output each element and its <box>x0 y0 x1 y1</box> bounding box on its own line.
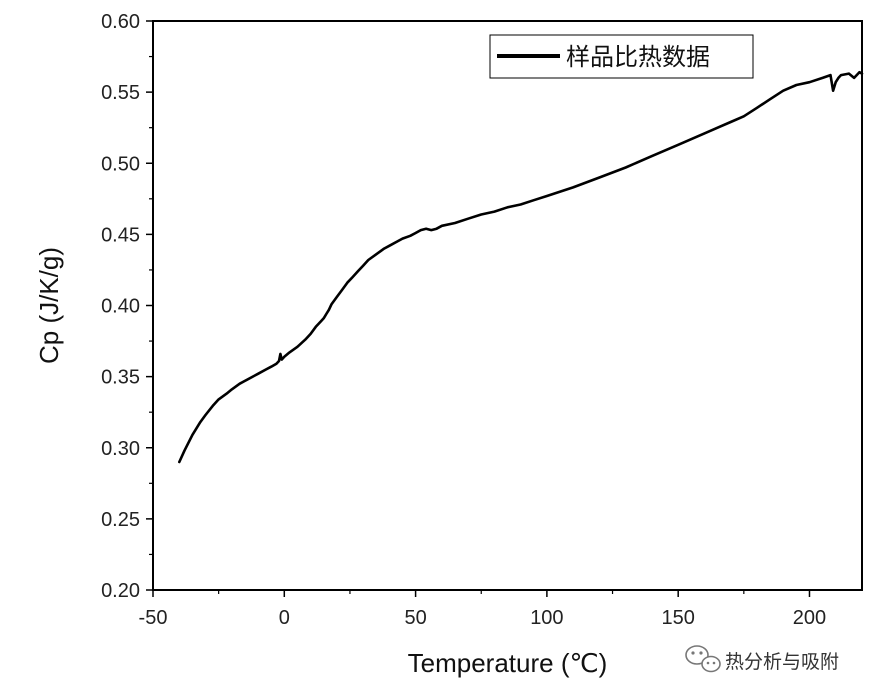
watermark: 热分析与吸附 <box>685 645 839 673</box>
y-tick-label: 0.30 <box>101 438 140 460</box>
y-tick-label: 0.60 <box>101 11 140 33</box>
y-tick-label: 0.55 <box>101 82 140 104</box>
x-tick-label: 200 <box>793 607 826 629</box>
legend-label: 样品比热数据 <box>566 43 710 71</box>
x-axis-title: Temperature (℃) <box>408 648 608 678</box>
series-line <box>178 70 864 464</box>
watermark-text: 热分析与吸附 <box>725 651 839 673</box>
x-tick-label: 0 <box>279 607 290 629</box>
y-tick-label: 0.45 <box>101 224 140 246</box>
legend: 样品比热数据 <box>489 34 754 79</box>
x-tick-label: -50 <box>139 607 168 629</box>
y-tick-label: 0.20 <box>101 580 140 602</box>
plot-frame <box>152 20 863 591</box>
x-tick-label: 50 <box>404 607 426 629</box>
series-layer <box>178 70 864 464</box>
y-axis-title: Cp (J/K/g) <box>34 247 64 364</box>
y-tick-label: 0.35 <box>101 367 140 389</box>
tick-labels-layer: -50 0 50 100 150 200 0.20 0.25 0.30 0.35 0.40 0.45 0… <box>101 11 826 629</box>
x-tick-label: 150 <box>661 607 694 629</box>
y-tick-label: 0.50 <box>101 153 140 175</box>
x-tick-label: 100 <box>530 607 563 629</box>
ticks-layer <box>146 20 811 597</box>
wechat-icon <box>685 645 721 673</box>
y-tick-label: 0.40 <box>101 296 140 318</box>
y-tick-label: 0.25 <box>101 509 140 531</box>
